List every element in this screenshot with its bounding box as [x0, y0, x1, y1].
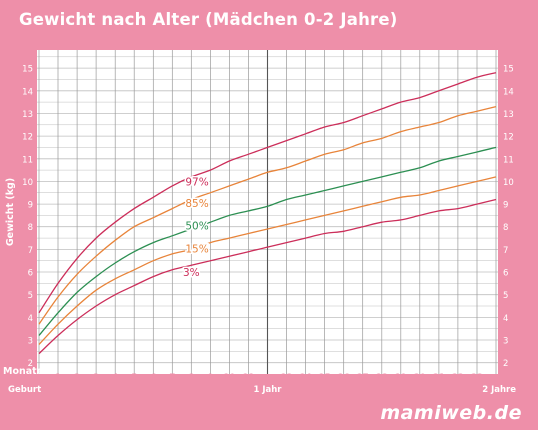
- y-tick-label-left: 4: [28, 314, 33, 324]
- y-tick-label-right: 12: [503, 133, 514, 143]
- percentile-curve-0: [38, 72, 497, 314]
- x-tick-label: 1: [55, 373, 61, 383]
- percentile-label: 3%: [183, 267, 200, 279]
- y-tick-label-left: 2: [28, 359, 33, 369]
- x-tick-label: 4: [112, 373, 118, 383]
- y-tick-label-left: 11: [22, 155, 33, 165]
- percentile-label: 15%: [185, 243, 208, 255]
- milestone-label: 1 Jahr: [253, 385, 282, 395]
- y-tick-label-right: 7: [503, 246, 508, 256]
- x-tick-label: 10: [223, 373, 235, 383]
- milestone-label: Geburt: [8, 385, 41, 395]
- x-tick-label: 5: [131, 373, 137, 383]
- x-tick-label: 7: [169, 373, 175, 383]
- y-tick-label-left: 10: [22, 178, 33, 188]
- brand-logo: mamiweb.de: [380, 402, 522, 424]
- x-tick-label: 19: [395, 373, 407, 383]
- grid-layer: [37, 50, 498, 374]
- y-tick-label-left: 12: [22, 133, 33, 143]
- y-tick-label-left: 14: [22, 87, 33, 97]
- y-tick-label-left: 5: [28, 291, 33, 301]
- y-tick-label-right: 13: [503, 110, 514, 120]
- x-tick-label: 18: [376, 373, 388, 383]
- x-tick-label: 17: [357, 373, 369, 383]
- x-tick-label: 20: [414, 373, 426, 383]
- percentile-curve-2: [38, 146, 497, 336]
- y-tick-label-right: 3: [503, 337, 508, 347]
- x-tick-label: 14: [300, 373, 312, 383]
- y-tick-label-right: 15: [503, 65, 514, 75]
- y-tick-label-right: 5: [503, 291, 508, 301]
- y-tick-label-right: 2: [503, 359, 508, 369]
- x-tick-label: 11: [243, 373, 255, 383]
- milestone-label: 2 Jahre: [482, 385, 516, 395]
- x-tick-label: 13: [281, 373, 293, 383]
- y-tick-label-right: 10: [503, 178, 514, 188]
- x-tick-label: 16: [338, 373, 350, 383]
- percentile-label: 85%: [185, 198, 208, 210]
- y-tick-label-left: 8: [28, 223, 33, 233]
- y-tick-label-right: 9: [503, 201, 508, 211]
- y-tick-label-left: 7: [28, 246, 33, 256]
- percentile-label: 97%: [185, 176, 208, 188]
- label-layer: 97% 85% 50% 15% 3%: [181, 175, 210, 281]
- x-tick-label: 22: [452, 373, 464, 383]
- percentile-curve-3: [38, 176, 497, 345]
- y-tick-label-left: 13: [22, 110, 33, 120]
- y-tick-label-right: 8: [503, 223, 508, 233]
- y-tick-label-left: 9: [28, 201, 33, 211]
- x-tick-label: 2: [74, 373, 80, 383]
- x-tick-label: 8: [188, 373, 194, 383]
- y-axis-label: Gewicht (kg): [5, 178, 16, 246]
- y-tick-label-right: 14: [503, 87, 514, 97]
- curve-layer: [38, 72, 497, 355]
- y-tick-label-left: 3: [28, 337, 33, 347]
- x-tick-label: 23: [471, 373, 483, 383]
- y-tick-label-right: 6: [503, 269, 508, 279]
- chart-title: Gewicht nach Alter (Mädchen 0-2 Jahre): [19, 10, 398, 29]
- y-tick-label-left: 6: [28, 269, 33, 279]
- percentile-curve-4: [38, 198, 497, 355]
- x-tick-label: 21: [433, 373, 445, 383]
- x-tick-label: 6: [150, 373, 156, 383]
- y-tick-label-left: 15: [22, 65, 33, 75]
- y-tick-label-right: 4: [503, 314, 508, 324]
- x-axis-title: Monate: [3, 366, 43, 377]
- percentile-label: 50%: [185, 221, 208, 233]
- x-tick-label: 15: [319, 373, 331, 383]
- x-tick-label: 3: [93, 373, 99, 383]
- percentile-curve-1: [38, 105, 497, 325]
- x-tick-label: 9: [207, 373, 213, 383]
- y-tick-label-right: 11: [503, 155, 514, 165]
